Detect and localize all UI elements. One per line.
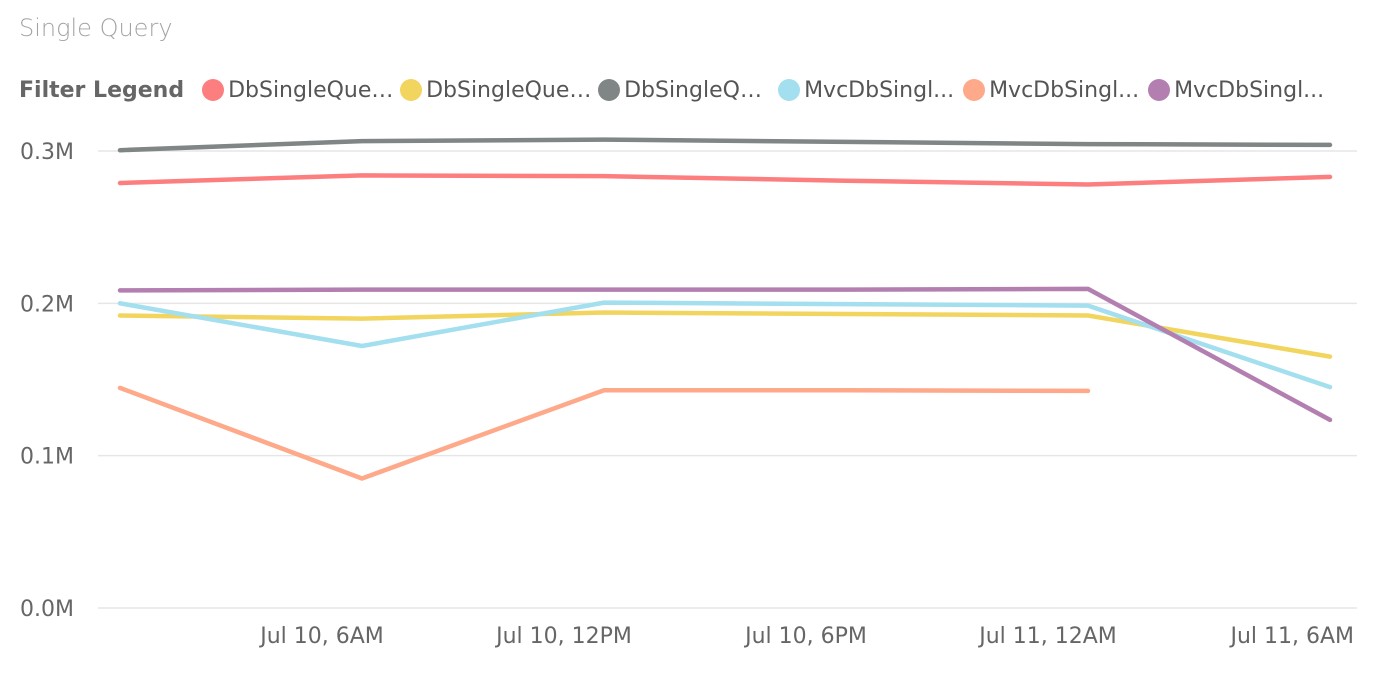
series-line-5 [117, 385, 1091, 481]
series-line-4 [117, 300, 1333, 390]
legend-dot-icon [202, 79, 225, 101]
legend-dot-icon [598, 79, 621, 101]
legend-dot-icon [963, 79, 986, 101]
legend-item-3[interactable]: DbSingleQu... [598, 78, 774, 103]
y-tick-label: 0.2M [20, 292, 74, 317]
legend-dot-icon [1148, 79, 1171, 101]
legend: Filter Legend DbSingleQuer... DbSingleQu… [19, 74, 1333, 106]
legend-item-6[interactable]: MvcDbSingl... [1148, 78, 1329, 103]
series-line-2 [117, 310, 1333, 359]
x-tick-label: Jul 11, 12AM [977, 624, 1117, 649]
legend-item-5[interactable]: MvcDbSingl... [963, 78, 1144, 103]
legend-item-2[interactable]: DbSingleQuer... [400, 78, 594, 103]
x-tick-label: Jul 10, 12PM [494, 624, 632, 649]
legend-item-4[interactable]: MvcDbSingl... [778, 78, 959, 103]
legend-item-1[interactable]: DbSingleQuer... [202, 78, 396, 103]
series-line-6 [117, 286, 1333, 423]
y-tick-label: 0.0M [20, 597, 74, 622]
chart-title: Single Query [19, 14, 173, 42]
series-line-1 [117, 173, 1333, 187]
x-tick-label: Jul 11, 6AM [1228, 624, 1354, 649]
series-line-3 [117, 137, 1333, 153]
y-tick-label: 0.1M [20, 445, 74, 470]
legend-title: Filter Legend [19, 77, 185, 103]
legend-dot-icon [400, 79, 423, 101]
x-tick-label: Jul 10, 6AM [258, 624, 384, 649]
y-tick-label: 0.3M [20, 140, 74, 165]
legend-dot-icon [778, 79, 801, 101]
x-tick-label: Jul 10, 6PM [743, 624, 867, 649]
